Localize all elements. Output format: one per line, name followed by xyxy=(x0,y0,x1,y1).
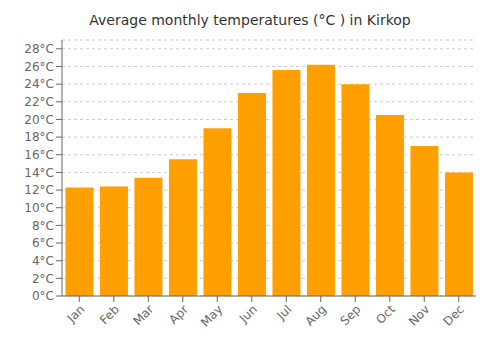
svg-text:16°C: 16°C xyxy=(24,148,54,162)
svg-text:Dec: Dec xyxy=(441,302,467,328)
svg-text:20°C: 20°C xyxy=(24,113,54,127)
svg-text:Oct: Oct xyxy=(373,302,398,327)
svg-text:0°C: 0°C xyxy=(32,289,54,303)
svg-text:Feb: Feb xyxy=(97,302,122,327)
svg-text:May: May xyxy=(198,302,225,329)
html-text:Average monthly temperatures (: Average monthly temperatures (°C ) in Ki… xyxy=(89,12,411,28)
svg-text:8°C: 8°C xyxy=(32,219,54,233)
svg-text:14°C: 14°C xyxy=(24,166,54,180)
svg-text:Jul: Jul xyxy=(274,302,295,323)
svg-text:Jan: Jan xyxy=(64,302,88,326)
svg-text:26°C: 26°C xyxy=(24,60,54,74)
svg-text:28°C: 28°C xyxy=(24,42,54,56)
svg-text:Aug: Aug xyxy=(302,302,328,328)
svg-text:Jun: Jun xyxy=(236,302,260,326)
svg-text:Nov: Nov xyxy=(406,302,432,328)
svg-text:4°C: 4°C xyxy=(32,254,54,268)
svg-text:18°C: 18°C xyxy=(24,130,54,144)
svg-text:Sep: Sep xyxy=(337,302,363,328)
svg-text:2°C: 2°C xyxy=(32,272,54,286)
svg-text:24°C: 24°C xyxy=(24,77,54,91)
svg-text:10°C: 10°C xyxy=(24,201,54,215)
svg-text:12°C: 12°C xyxy=(24,183,54,197)
svg-text:Apr: Apr xyxy=(166,302,191,327)
svg-text:6°C: 6°C xyxy=(32,236,54,250)
svg-text:Mar: Mar xyxy=(130,302,156,328)
svg-text:22°C: 22°C xyxy=(24,95,54,109)
